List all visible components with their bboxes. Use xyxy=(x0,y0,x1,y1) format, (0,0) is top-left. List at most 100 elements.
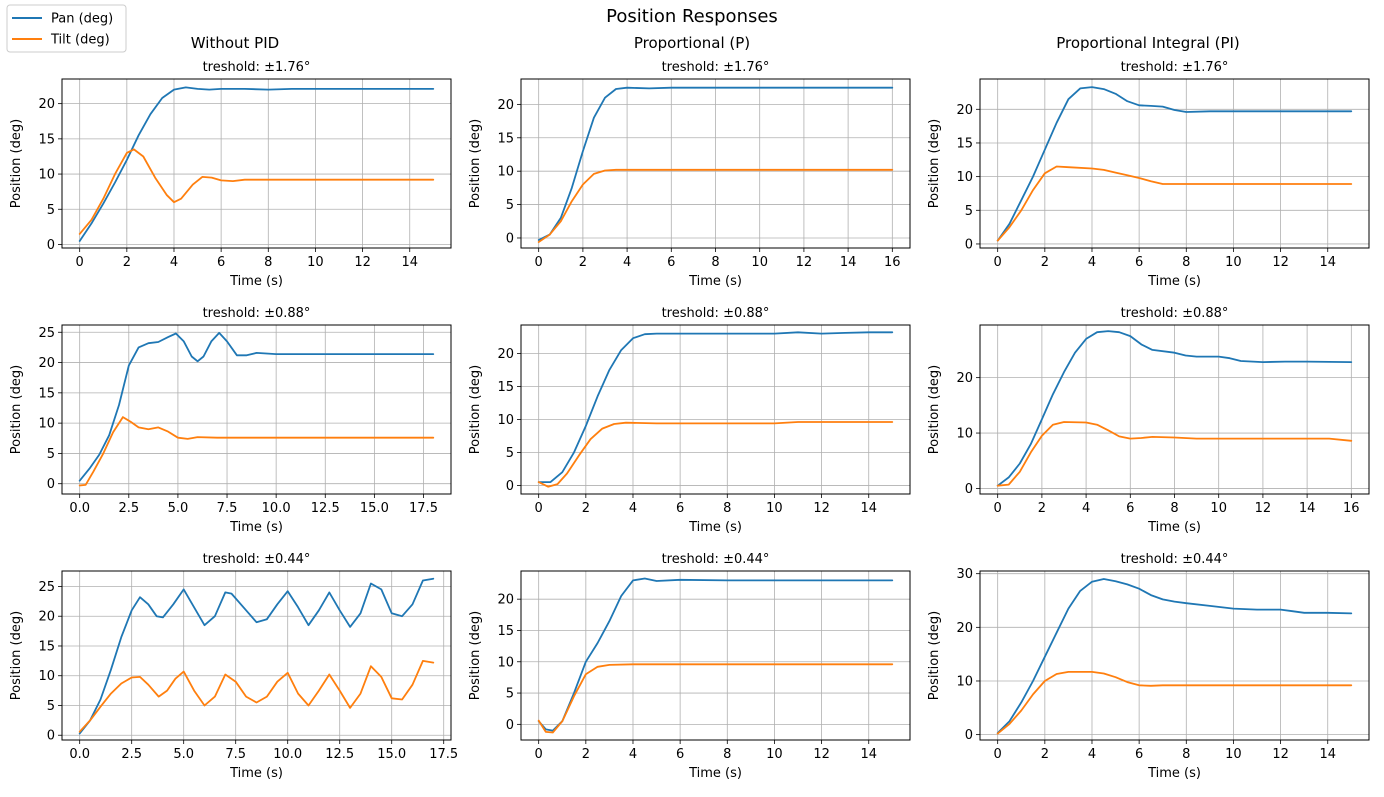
subplot-2-3-x-tick-label: 14 xyxy=(1299,501,1316,516)
subplot-3-2-x-tick-label: 12 xyxy=(813,747,830,762)
subplot-2-3-x-tick-label: 16 xyxy=(1343,501,1360,516)
subplot-3-1-x-tick-label: 0.0 xyxy=(69,747,90,762)
subplot-1-3-x-tick-label: 2 xyxy=(1041,255,1049,270)
subplot-3-1-x-axis-label: Time (s) xyxy=(229,766,283,781)
subplot-3-2-y-tick-label: 5 xyxy=(506,687,514,702)
subplot-3-3-series-pan-line xyxy=(996,578,1353,734)
subplot-2-1-x-tick-label: 7.5 xyxy=(217,501,238,516)
subplot-1-1-y-tick-label: 20 xyxy=(38,97,55,112)
subplot-2-1-y-tick-label: 25 xyxy=(38,326,55,341)
subplot-2-3-x-tick-label: 8 xyxy=(1170,501,1178,516)
subplot-3-2-x-tick-label: 8 xyxy=(723,747,731,762)
subplot-1-1-series-pan-line xyxy=(78,86,435,242)
subplot-2-3: treshold: ±0.88° 0 2 4 6 8 10 12 14 16 0 10 20 Time (… xyxy=(927,306,1370,535)
subplot-1-2-x-tick-label: 4 xyxy=(623,255,631,270)
subplot-1-2-series-tilt-line xyxy=(537,168,894,243)
subplot-3-1-y-tick-label: 15 xyxy=(38,639,55,654)
subplot-1-3-y-tick-label: 0 xyxy=(965,237,973,252)
subplot-1-3-title: treshold: ±1.76° xyxy=(1121,60,1229,75)
subplot-1-2-title: treshold: ±1.76° xyxy=(662,60,770,75)
subplot-3-1-y-tick-label: 5 xyxy=(47,699,55,714)
subplot-3-2-x-tick-label: 0 xyxy=(535,747,543,762)
subplot-2-3-x-tick-label: 0 xyxy=(994,501,1002,516)
subplot-2-1-series-tilt-line xyxy=(78,416,435,487)
subplot-2-1-x-tick-label: 0.0 xyxy=(69,501,90,516)
subplot-1-1-x-tick-label: 8 xyxy=(264,255,272,270)
subplot-1-3-x-tick-label: 12 xyxy=(1272,255,1289,270)
column-title-without-pid: Without PID xyxy=(191,34,279,52)
subplot-2-3-axes-frame xyxy=(979,324,1370,495)
subplot-3-3-title: treshold: ±0.44° xyxy=(1121,552,1229,567)
subplot-3-3: treshold: ±0.44° 0 2 4 6 8 10 12 14 0 10 20 30 Time (… xyxy=(927,552,1370,781)
subplot-3-2-y-tick-label: 15 xyxy=(497,624,514,639)
subplot-1-2-y-tick-label: 5 xyxy=(506,198,514,213)
subplot-2-3-series-tilt-line xyxy=(996,421,1353,487)
subplot-2-1-x-tick-label: 5.0 xyxy=(168,501,189,516)
subplot-1-2-x-tick-label: 16 xyxy=(884,255,901,270)
subplot-2-3-y-tick-label: 20 xyxy=(956,371,973,386)
subplot-3-2: treshold: ±0.44° 0 2 4 6 8 10 12 14 0 5 10 15 20 Time … xyxy=(468,552,911,781)
subplot-1-3-y-axis-label: Position (deg) xyxy=(927,119,942,208)
legend-frame xyxy=(6,4,127,53)
subplot-1-3-x-tick-label: 10 xyxy=(1225,255,1242,270)
subplot-1-3-x-tick-label: 14 xyxy=(1319,255,1336,270)
subplot-1-2-y-axis-label: Position (deg) xyxy=(468,119,483,208)
subplot-2-1-axes-frame xyxy=(61,324,452,495)
subplot-2-3-x-tick-label: 12 xyxy=(1255,501,1272,516)
subplot-1-3-x-tick-label: 8 xyxy=(1182,255,1190,270)
subplot-1-1-axes-frame xyxy=(61,78,452,249)
subplot-1-1-x-tick-label: 0 xyxy=(76,255,84,270)
subplot-1-3-series-pan-line xyxy=(996,86,1353,242)
subplot-1-3-y-tick-label: 5 xyxy=(965,204,973,219)
subplot-3-2-y-tick-label: 10 xyxy=(497,655,514,670)
subplot-2-1-y-tick-label: 0 xyxy=(47,477,55,492)
subplot-1-1-x-tick-label: 10 xyxy=(307,255,324,270)
subplot-3-1-axes-frame xyxy=(61,570,452,741)
subplot-2-3-series-pan-line xyxy=(996,330,1353,487)
subplot-3-2-y-axis-label: Position (deg) xyxy=(468,611,483,700)
subplot-2-2-x-tick-label: 0 xyxy=(535,501,543,516)
subplot-1-3-series-tilt-line xyxy=(996,165,1353,242)
subplot-1-2-series-pan-line xyxy=(537,86,894,241)
subplot-3-2-x-tick-label: 14 xyxy=(860,747,877,762)
legend-label-pan: Pan (deg) xyxy=(51,12,113,27)
subplot-1-3-axes-frame xyxy=(979,78,1370,249)
subplot-1-2-x-tick-label: 14 xyxy=(840,255,857,270)
subplot-3-3-x-tick-label: 14 xyxy=(1319,747,1336,762)
subplot-1-2-x-tick-label: 6 xyxy=(667,255,675,270)
subplot-grid: treshold: ±1.76°0 2 4 6 8 10 12 1405101520Time … xyxy=(9,60,1370,781)
subplot-1-2-x-tick-label: 0 xyxy=(535,255,543,270)
subplot-3-1-y-tick-label: 25 xyxy=(38,580,55,595)
subplot-3-3-x-tick-label: 10 xyxy=(1225,747,1242,762)
subplot-2-2-y-tick-label: 5 xyxy=(506,446,514,461)
subplot-2-1-x-tick-label: 12.5 xyxy=(311,501,340,516)
subplot-1-2-x-tick-label: 12 xyxy=(796,255,813,270)
subplot-2-2-x-tick-label: 2 xyxy=(582,501,590,516)
figure-legend: Pan (deg) Tilt (deg) xyxy=(6,4,127,53)
subplot-3-3-x-tick-label: 0 xyxy=(994,747,1002,762)
subplot-2-1-y-tick-label: 20 xyxy=(38,356,55,371)
subplot-2-2-series-tilt-line xyxy=(537,421,894,488)
subplot-2-3-x-tick-label: 4 xyxy=(1082,501,1090,516)
subplot-2-2-y-tick-label: 0 xyxy=(506,479,514,494)
subplot-1-3: treshold: ±1.76° 0 2 4 6 8 10 12 14 0 5 10 15 20 Time … xyxy=(927,60,1370,289)
subplot-3-1-title: treshold: ±0.44° xyxy=(203,552,311,567)
subplot-1-1-x-tick-label: 2 xyxy=(123,255,131,270)
subplot-3-1-x-tick-label: 10.0 xyxy=(273,747,302,762)
subplot-3-1: treshold: ±0.44° 0.0 2.5 5.0 7.5 10.0 12.5 15.0… xyxy=(9,552,458,781)
subplot-2-3-x-tick-label: 6 xyxy=(1126,501,1134,516)
subplot-1-3-x-axis-label: Time (s) xyxy=(1147,274,1201,289)
subplot-1-1-x-tick-label: 14 xyxy=(401,255,418,270)
subplot-2-2: treshold: ±0.88° 0 2 4 6 8 10 12 14 0 5 10 15 20 Time … xyxy=(468,306,911,535)
subplot-3-2-axes-frame xyxy=(520,570,911,741)
subplot-3-1-x-tick-label: 12.5 xyxy=(325,747,354,762)
subplot-3-2-title: treshold: ±0.44° xyxy=(662,552,770,567)
figure-title: Position Responses xyxy=(606,6,778,27)
subplot-3-2-x-tick-label: 2 xyxy=(582,747,590,762)
subplot-2-3-y-axis-label: Position (deg) xyxy=(927,365,942,454)
subplot-3-3-x-tick-label: 4 xyxy=(1088,747,1096,762)
subplot-3-3-y-tick-label: 10 xyxy=(956,674,973,689)
subplot-1-1-x-tick-label: 12 xyxy=(354,255,371,270)
